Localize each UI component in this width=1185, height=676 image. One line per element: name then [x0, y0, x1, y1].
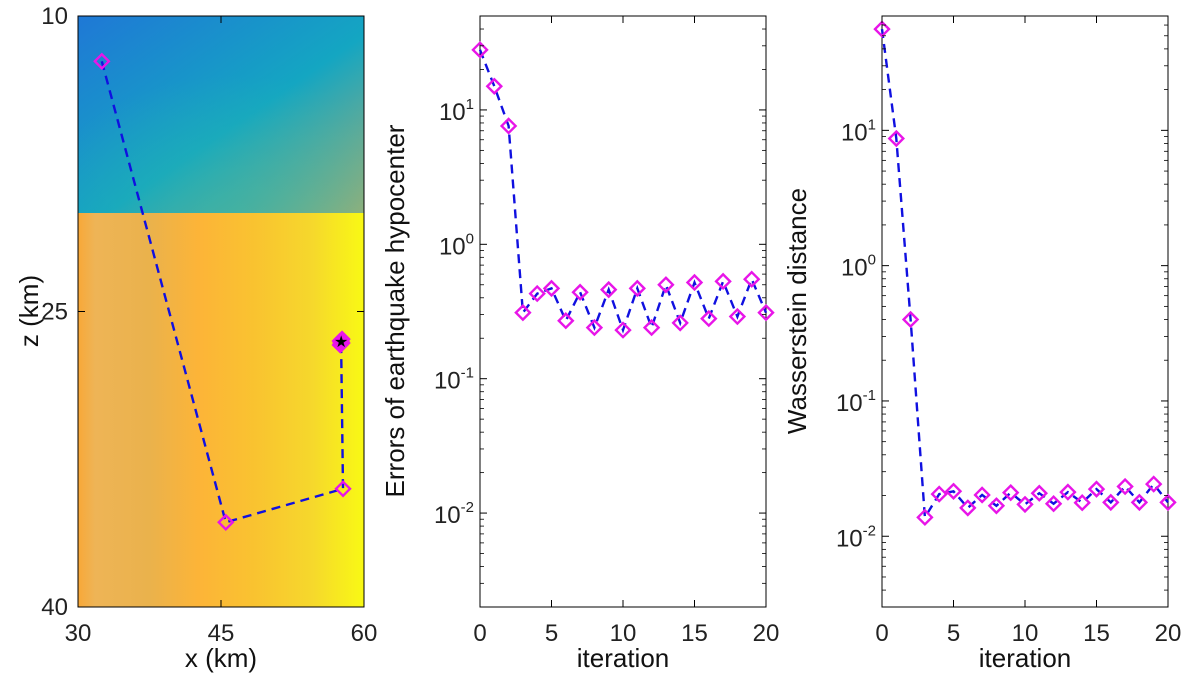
data-point — [901, 310, 920, 329]
y-tick-label: 100 — [439, 230, 474, 260]
upper-layer-shading — [78, 16, 364, 213]
data-point — [585, 318, 604, 337]
y-tick-label: 101 — [439, 96, 474, 126]
data-point — [1102, 493, 1120, 512]
data-point — [685, 273, 704, 292]
data-point — [514, 303, 532, 322]
error-y-axis-label: Errors of earthquake hypocenter — [380, 124, 410, 497]
error-x-axis-label: iteration — [577, 643, 670, 673]
data-point — [944, 482, 963, 500]
data-point — [485, 77, 503, 95]
series-line — [478, 49, 768, 334]
x-tick-label: 10 — [610, 620, 637, 647]
y-tick-label: 10-2 — [434, 499, 474, 529]
data-point — [987, 497, 1006, 515]
x-tick-label: 15 — [681, 620, 708, 647]
wasserstein-series — [873, 20, 1177, 527]
x-tick-label: 30 — [65, 620, 92, 647]
series-line — [880, 28, 1169, 522]
data-point — [542, 279, 561, 298]
wasserstein-axis-ticks: 0 5 10 15 20 101 100 10-1 10-2 — [836, 15, 1182, 647]
x-tick-label: 5 — [545, 620, 558, 647]
data-point — [600, 280, 618, 299]
y-tick-label: 10-2 — [836, 522, 876, 552]
y-tick-label: 10-1 — [836, 387, 876, 417]
data-point — [887, 129, 905, 148]
error-series — [471, 41, 775, 339]
data-point — [614, 321, 632, 339]
x-tick-label: 20 — [753, 620, 780, 647]
x-tick-label: 60 — [351, 620, 378, 647]
data-point — [700, 309, 718, 328]
data-point — [671, 314, 689, 332]
hypocenter-point — [93, 52, 111, 71]
wasserstein-x-axis-label: iteration — [979, 643, 1072, 673]
hypocenter-point — [334, 480, 352, 498]
data-point — [1016, 495, 1034, 514]
hypocenter-point — [332, 332, 350, 350]
data-point — [1087, 480, 1106, 498]
data-point — [916, 508, 934, 527]
final-hypocenter-marker: ★ — [334, 332, 348, 351]
data-point — [743, 270, 761, 288]
data-point — [571, 283, 589, 301]
y-tick-label: 40 — [41, 594, 68, 621]
error-plot-area — [479, 15, 767, 608]
error-axis-ticks: 0 5 10 15 20 101 100 10-1 10-2 — [434, 15, 780, 647]
data-point — [1044, 495, 1063, 513]
data-point — [1116, 477, 1134, 496]
data-point — [1059, 483, 1077, 501]
data-point — [528, 284, 546, 303]
data-point — [1002, 483, 1020, 502]
wasserstein-plot-area — [881, 15, 1169, 608]
data-point — [714, 272, 732, 291]
x-tick-label: 20 — [1155, 620, 1182, 647]
data-point — [930, 485, 948, 503]
hypocenter-point — [217, 513, 235, 531]
data-point — [1130, 493, 1149, 512]
data-point — [757, 303, 775, 322]
wasserstein-panel: 0 5 10 15 20 101 100 10-1 10-2 iteration Wassers… — [782, 15, 1182, 673]
data-point — [1073, 494, 1091, 512]
x-tick-label: 15 — [1083, 620, 1110, 647]
wasserstein-y-axis-label: Wasserstein distance — [782, 188, 812, 434]
map-x-axis-label: x (km) — [185, 643, 257, 673]
map-y-axis-label: z (km) — [14, 275, 44, 347]
data-point — [628, 279, 646, 298]
x-tick-label: 0 — [473, 620, 486, 647]
data-point — [499, 117, 518, 135]
hypocenter-path-line — [100, 60, 345, 524]
data-point — [557, 312, 575, 330]
data-point — [642, 318, 661, 337]
data-point — [1030, 484, 1048, 502]
y-tick-label: 100 — [841, 252, 876, 282]
x-tick-label: 45 — [208, 620, 235, 647]
y-tick-label: 10-1 — [434, 365, 474, 395]
data-point — [1159, 493, 1177, 512]
data-point — [728, 307, 747, 326]
data-point — [657, 276, 675, 294]
y-tick-label: 101 — [841, 116, 876, 146]
x-tick-label: 5 — [947, 620, 960, 647]
x-tick-label: 10 — [1012, 620, 1039, 647]
data-point — [959, 499, 977, 517]
data-point — [973, 486, 991, 504]
x-tick-label: 0 — [875, 620, 888, 647]
hypocenter-error-panel: 0 5 10 15 20 101 100 10-1 10-2 iteration Errors … — [380, 15, 780, 673]
hypocenter-point — [332, 334, 350, 352]
data-point — [471, 41, 489, 59]
data-point — [1145, 475, 1163, 493]
y-tick-label: 10 — [41, 3, 68, 30]
y-tick-label: 25 — [41, 299, 68, 326]
hypocenter-map-panel: ★ 30 45 60 10 25 40 x (km) z (km) — [14, 3, 377, 673]
map-axis-ticks: 30 45 60 10 25 40 — [41, 3, 377, 647]
lower-layer-background — [78, 213, 364, 607]
